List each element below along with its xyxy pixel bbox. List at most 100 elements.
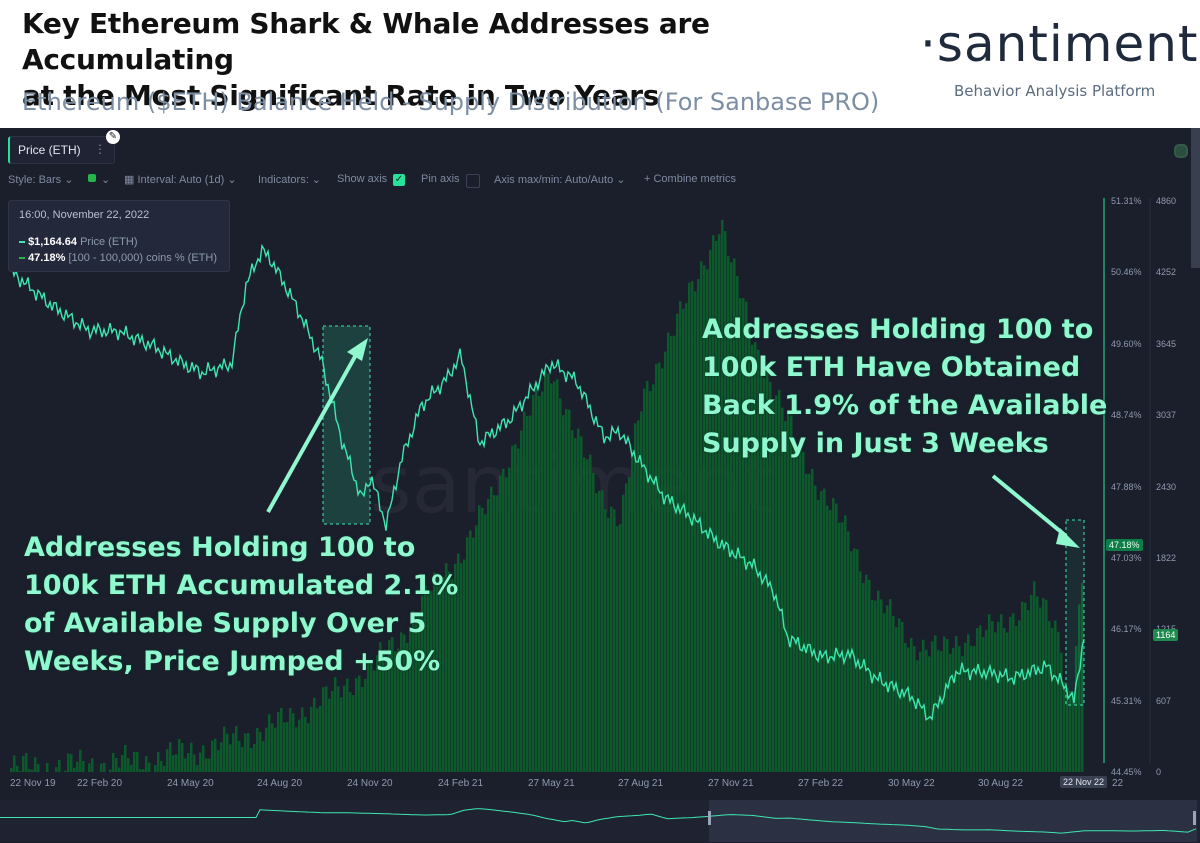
metric-chip-price[interactable]: Price (ETH) ⋮ [8,136,115,164]
supply-bar [523,411,526,772]
supply-bar [907,647,910,772]
supply-bar [1066,687,1069,772]
supply-bar [1015,625,1018,772]
style-select[interactable]: Style: Bars ⌄ [8,174,74,186]
supply-bar [1048,621,1051,772]
supply-bar [286,722,289,772]
supply-bar [196,764,199,772]
show-axis-checkbox[interactable]: ✓ [393,174,405,186]
pin-axis-checkbox[interactable] [466,174,480,188]
supply-bar [412,611,415,772]
supply-bar [604,509,607,772]
supply-bar [670,335,673,772]
edit-icon[interactable]: ✎ [106,130,120,144]
supply-bar [343,685,346,772]
x-tick-label: 27 Feb 22 [798,778,844,789]
combine-metrics-button[interactable]: + Combine metrics [644,173,737,185]
supply-bar [754,342,757,772]
supply-bar [955,636,958,772]
supply-bar [580,436,583,772]
supply-bar [850,551,853,772]
supply-bar [646,381,649,772]
supply-bar [442,576,445,772]
supply-bar [124,745,127,772]
supply-bar [634,423,637,772]
supply-bar [235,726,238,772]
supply-bar [658,362,661,772]
supply-bar [238,740,241,772]
supply-bar [694,291,697,772]
supply-bar [367,660,370,772]
axis-minmax-select[interactable]: Axis max/min: Auto/Auto ⌄ [494,174,626,186]
chevron-down-icon[interactable]: ⌄ [101,174,111,186]
x-tick-label: 22 Feb 20 [77,778,123,789]
navigator-selection [709,800,1197,842]
y-tick-supply: 45.31% [1111,695,1142,706]
supply-bar [76,761,79,772]
y-tick-supply: 49.60% [1111,338,1142,349]
supply-bar [1069,690,1072,772]
supply-bar [778,390,781,772]
navigator[interactable] [0,796,1200,842]
supply-bar [175,754,178,772]
supply-bar [247,733,250,772]
supply-bar [385,656,388,772]
supply-bar [433,572,436,772]
supply-bar [424,585,427,772]
supply-bar [319,705,322,772]
supply-bar [427,594,430,772]
supply-bar [883,613,886,772]
supply-bar [844,515,847,772]
supply-bar [463,559,466,772]
supply-bar [142,769,145,772]
interval-select[interactable]: ▦ Interval: Auto (1d) ⌄ [124,174,237,186]
supply-bar [568,409,571,772]
supply-bar [25,752,28,772]
scrollbar[interactable] [1191,128,1200,268]
more-options-icon[interactable]: ⋮ [94,142,106,156]
supply-bar [949,653,952,772]
supply-bar [337,686,340,772]
supply-bar [229,744,232,772]
supply-bar [682,308,685,772]
x-tick-label: 24 Nov 20 [347,778,393,789]
supply-bar [259,731,262,772]
supply-bar [967,634,970,772]
supply-bar [169,742,172,772]
tooltip-row-supply: 47.18% [100 - 100,000) coins % (ETH) [19,252,217,264]
y-tick-supply: 47.88% [1111,481,1142,492]
supply-bar [1021,601,1024,772]
supply-bar [745,301,748,772]
last-date-suffix: 22 [1112,778,1124,789]
supply-bar [517,448,520,772]
supply-bar [589,454,592,772]
supply-bar [571,430,574,772]
supply-bar [292,713,295,772]
supply-bar [763,377,766,772]
supply-bar [835,503,838,772]
indicators-select[interactable]: Indicators: ⌄ [258,174,322,186]
supply-bar [187,753,190,772]
supply-bar [715,240,718,772]
supply-bar [859,571,862,772]
status-dot-icon[interactable] [1174,144,1188,158]
supply-bar [529,415,532,772]
supply-bar [370,663,373,772]
y-tick-price: 3645 [1156,338,1177,349]
supply-bar [1027,609,1030,772]
y-tick-supply: 51.31% [1111,196,1142,206]
supply-bar [88,763,91,772]
supply-bar [1033,581,1036,772]
color-swatch[interactable] [88,174,96,182]
supply-bar [136,751,139,772]
supply-bar [415,615,418,772]
supply-bar [1042,598,1045,772]
supply-bar [826,505,829,772]
supply-bar [823,488,826,772]
y-tick-supply: 46.17% [1111,624,1142,635]
supply-bar [1081,582,1084,772]
supply-bar [1039,607,1042,772]
tooltip-date: 16:00, November 22, 2022 [19,209,150,221]
supply-bar [256,727,259,772]
supply-bar [28,768,31,772]
